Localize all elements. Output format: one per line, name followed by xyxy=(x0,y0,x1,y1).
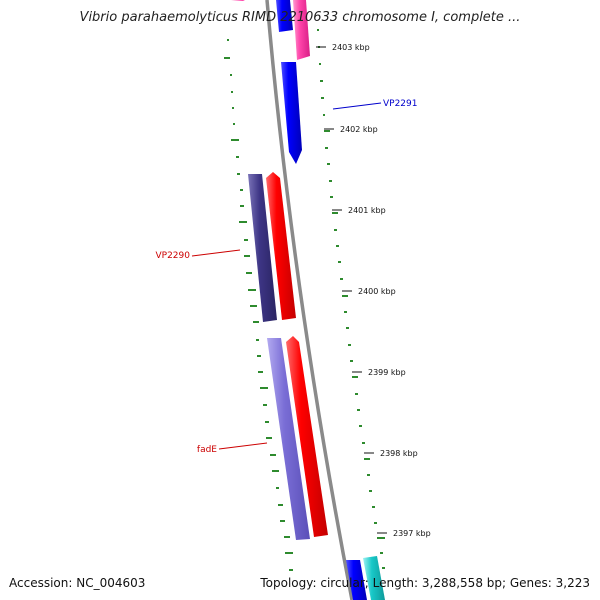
cds-reverse-bottom xyxy=(346,560,367,600)
rna-feature-top-left xyxy=(231,0,245,1)
cyan-feature-bottom xyxy=(363,556,385,600)
tick-2397: 2397 kbp xyxy=(377,529,431,538)
cds-vp2291 xyxy=(281,62,302,164)
tick-label: 2398 kbp xyxy=(380,449,418,458)
gc-skew-track-right xyxy=(317,29,385,569)
tick-2400: 2400 kbp xyxy=(342,287,396,296)
gene-label: fadE xyxy=(197,445,217,455)
gene-label: VP2290 xyxy=(156,251,191,261)
tick-2402: 2402 kbp xyxy=(324,125,378,134)
tick-label: 2400 kbp xyxy=(358,287,396,296)
tick-label: 2403 kbp xyxy=(332,43,370,52)
label-vp2291: VP2291 xyxy=(332,99,418,110)
chromosome-backbone xyxy=(265,0,354,600)
tick-label: 2402 kbp xyxy=(340,125,378,134)
label-fade: fadE xyxy=(197,442,268,455)
map-title: Vibrio parahaemolyticus RIMD 2210633 chr… xyxy=(79,10,521,25)
cds-reverse-top xyxy=(276,0,293,32)
tick-2401: 2401 kbp xyxy=(332,206,386,215)
tick-2398: 2398 kbp xyxy=(364,449,418,458)
tick-label: 2397 kbp xyxy=(393,529,431,538)
genome-summary-text: Topology: circular; Length: 3,288,558 bp… xyxy=(260,576,590,590)
tick-label: 2399 kbp xyxy=(368,368,406,377)
blast-hit-fade xyxy=(267,338,310,540)
gc-skew-track-left xyxy=(224,39,293,571)
tick-label: 2401 kbp xyxy=(348,206,386,215)
label-vp2290: VP2290 xyxy=(156,249,241,261)
cds-vp2290 xyxy=(266,172,296,320)
cds-fade xyxy=(286,336,328,537)
blast-hit-vp2290 xyxy=(248,174,277,322)
tick-2403: 2403 kbp xyxy=(316,43,370,52)
gene-label: VP2291 xyxy=(383,99,418,109)
rna-feature-top xyxy=(293,0,310,60)
accession-text: Accession: NC_004603 xyxy=(9,576,146,590)
tick-2399: 2399 kbp xyxy=(352,368,406,377)
